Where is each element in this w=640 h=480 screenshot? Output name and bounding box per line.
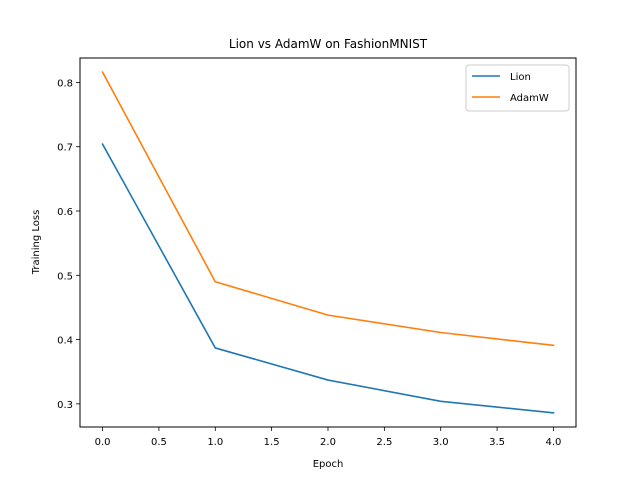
x-tick-label: 1.5 bbox=[264, 437, 280, 448]
y-tick-label: 0.5 bbox=[57, 271, 73, 282]
y-tick-label: 0.6 bbox=[57, 207, 73, 218]
x-tick-label: 3.0 bbox=[433, 437, 449, 448]
x-tick-label: 0.0 bbox=[95, 437, 111, 448]
y-axis-ticks: 0.3 0.4 0.5 0.6 0.7 0.8 bbox=[57, 78, 80, 411]
y-axis-label: Training Loss bbox=[31, 210, 42, 276]
legend-label-adamw: AdamW bbox=[510, 93, 549, 104]
legend-label-lion: Lion bbox=[510, 72, 531, 83]
y-tick-label: 0.4 bbox=[57, 336, 73, 347]
x-tick-label: 2.5 bbox=[376, 437, 392, 448]
y-tick-label: 0.8 bbox=[57, 78, 73, 89]
x-axis-label: Epoch bbox=[313, 459, 344, 470]
x-tick-label: 1.0 bbox=[207, 437, 223, 448]
x-tick-label: 4.0 bbox=[546, 437, 562, 448]
x-tick-label: 0.5 bbox=[151, 437, 167, 448]
series-line-adamw bbox=[101, 71, 555, 347]
plot-frame bbox=[79, 57, 577, 428]
y-tick-label: 0.7 bbox=[57, 143, 73, 154]
series-line-lion bbox=[101, 143, 555, 414]
x-axis-ticks: 0.0 0.5 1.0 1.5 2.0 2.5 3.0 3.5 4.0 bbox=[95, 427, 562, 448]
legend: Lion AdamW bbox=[465, 64, 570, 112]
chart-title: Lion vs AdamW on FashionMNIST bbox=[229, 37, 428, 51]
x-tick-label: 3.5 bbox=[489, 437, 505, 448]
x-tick-label: 2.0 bbox=[320, 437, 336, 448]
series-layer bbox=[101, 71, 555, 414]
y-tick-label: 0.3 bbox=[57, 400, 73, 411]
